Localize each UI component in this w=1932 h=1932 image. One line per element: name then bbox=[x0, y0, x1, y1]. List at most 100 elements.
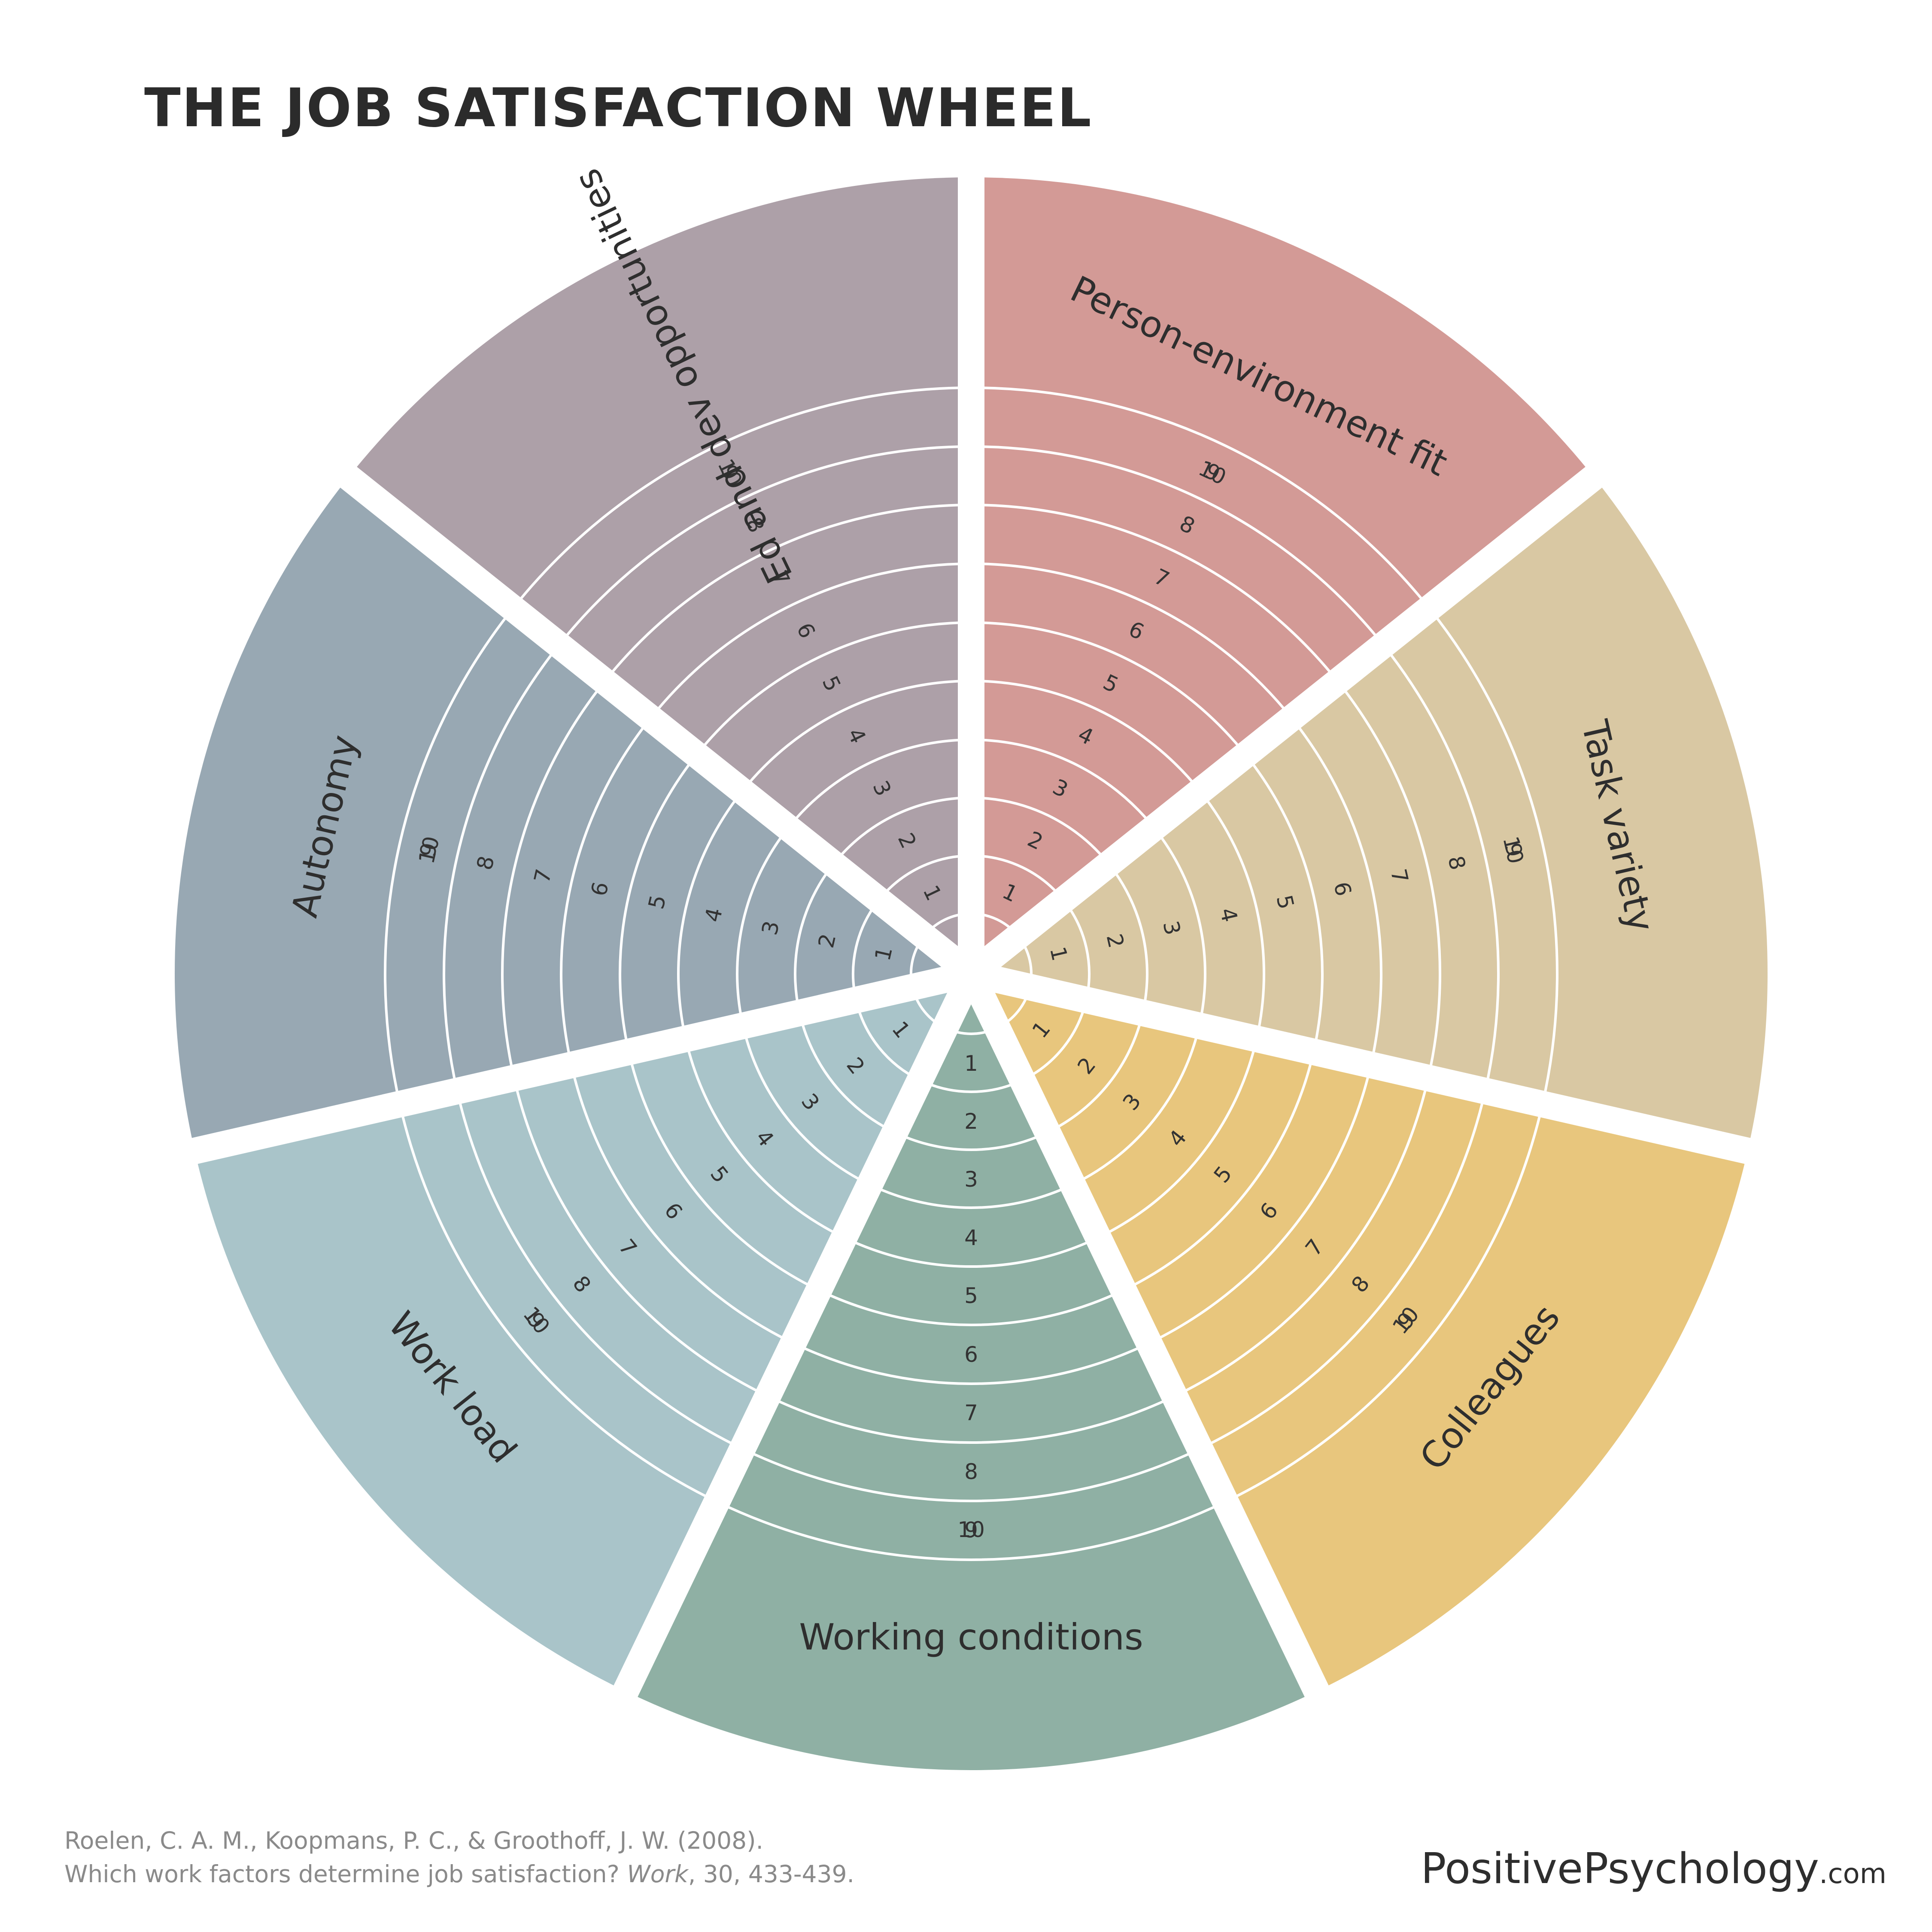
level-ring bbox=[627, 1051, 820, 1291]
level-ring bbox=[1047, 1012, 1144, 1134]
level-ring bbox=[650, 562, 972, 719]
level-ring bbox=[767, 1395, 1176, 1444]
level-number: 5 bbox=[964, 1283, 978, 1308]
level-ring bbox=[843, 1236, 1099, 1268]
segment-working-conditions bbox=[626, 974, 1317, 1771]
level-ring bbox=[619, 754, 698, 1052]
level-ring bbox=[1123, 1051, 1315, 1291]
level-ring bbox=[1337, 680, 1442, 1078]
level-ring bbox=[570, 1064, 794, 1345]
level-ring bbox=[854, 999, 921, 1081]
level-ring bbox=[971, 562, 1293, 719]
citation-text: Which work factors determine job satisfa… bbox=[64, 1860, 627, 1888]
level-ring bbox=[677, 790, 744, 1039]
level-ring bbox=[736, 827, 790, 1026]
level-number: 9 bbox=[964, 1518, 978, 1543]
level-ring bbox=[1174, 1078, 1430, 1397]
level-ring bbox=[971, 738, 1155, 829]
level-number: 1 bbox=[964, 1051, 978, 1076]
level-ring bbox=[560, 717, 652, 1066]
level-ring bbox=[894, 1131, 1048, 1151]
level-number: 10 bbox=[414, 834, 444, 866]
level-ring bbox=[716, 1501, 1226, 1561]
level-ring bbox=[919, 1079, 1023, 1094]
level-ring bbox=[971, 854, 1065, 901]
level-number: 8 bbox=[964, 1459, 978, 1484]
level-ring bbox=[1153, 827, 1206, 1026]
level-ring bbox=[603, 504, 972, 682]
level-ring bbox=[1072, 1025, 1201, 1186]
segment-gap bbox=[963, 450, 1622, 984]
level-ring bbox=[1108, 863, 1148, 1013]
segment-person-environment-fit bbox=[971, 177, 1594, 974]
segment-label-working-conditions: Working conditions bbox=[799, 1616, 1143, 1658]
level-ring bbox=[1291, 717, 1382, 1066]
level-ring bbox=[1245, 754, 1324, 1052]
level-ring bbox=[558, 445, 972, 646]
level-ring bbox=[513, 1078, 769, 1397]
segment-work-load bbox=[194, 974, 971, 1692]
level-ring bbox=[1148, 1064, 1373, 1345]
level-ring bbox=[971, 796, 1110, 865]
level-ring bbox=[971, 445, 1385, 646]
citation-details: , 30, 433-439. bbox=[688, 1860, 855, 1888]
segment-gap bbox=[959, 968, 1340, 1720]
level-ring bbox=[878, 854, 972, 901]
segment-ed-and-dev-opportunities bbox=[348, 177, 972, 974]
level-ring bbox=[1199, 790, 1265, 1039]
level-ring bbox=[793, 1342, 1150, 1385]
brand-suffix: .com bbox=[1819, 1858, 1886, 1890]
segment-gap bbox=[602, 968, 983, 1720]
level-ring bbox=[971, 504, 1339, 682]
level-ring bbox=[1428, 608, 1559, 1105]
level-ring bbox=[1224, 1104, 1544, 1503]
level-ring bbox=[456, 1091, 743, 1450]
citation-line-2: Which work factors determine job satisfa… bbox=[64, 1857, 854, 1891]
citation: Roelen, C. A. M., Koopmans, P. C., & Gro… bbox=[64, 1824, 854, 1891]
level-number: 10 bbox=[1498, 834, 1528, 866]
segment-gap bbox=[167, 960, 974, 1170]
segment-autonomy bbox=[174, 477, 972, 1151]
brand-logo: PositivePsychology.com bbox=[1421, 1844, 1886, 1893]
level-number: 2 bbox=[964, 1109, 978, 1134]
level-ring bbox=[787, 738, 972, 829]
level-ring bbox=[1062, 899, 1091, 1000]
level-number: 10 bbox=[957, 1517, 985, 1542]
brand-name: PositivePsychology bbox=[1421, 1844, 1819, 1893]
segment-gap bbox=[968, 960, 1776, 1170]
level-ring bbox=[798, 1012, 896, 1134]
level-number: 4 bbox=[964, 1225, 978, 1250]
citation-line-1: Roelen, C. A. M., Koopmans, P. C., & Gro… bbox=[64, 1827, 764, 1854]
level-ring bbox=[1382, 644, 1500, 1091]
segment-colleagues bbox=[971, 974, 1748, 1692]
level-ring bbox=[684, 1039, 845, 1239]
segment-task-variety bbox=[971, 477, 1768, 1151]
level-ring bbox=[512, 386, 972, 609]
level-ring bbox=[832, 796, 972, 865]
level-ring bbox=[869, 1183, 1073, 1209]
level-number: 6 bbox=[964, 1342, 978, 1367]
level-ring bbox=[501, 680, 606, 1078]
level-ring bbox=[383, 608, 514, 1105]
level-ring bbox=[1021, 999, 1088, 1081]
level-ring bbox=[398, 1104, 718, 1503]
citation-journal: Work bbox=[627, 1860, 688, 1888]
level-ring bbox=[852, 899, 880, 1000]
level-number: 3 bbox=[964, 1167, 978, 1192]
segment-gap bbox=[320, 450, 980, 984]
level-ring bbox=[443, 644, 560, 1091]
level-number: 7 bbox=[964, 1400, 978, 1425]
page-title: THE JOB SATISFACTION WHEEL bbox=[144, 77, 1093, 139]
level-ring bbox=[696, 621, 972, 756]
level-ring bbox=[794, 863, 835, 1013]
level-ring bbox=[741, 1025, 870, 1186]
level-ring bbox=[741, 680, 972, 792]
level-ring bbox=[818, 1289, 1124, 1326]
level-ring bbox=[1097, 1039, 1258, 1239]
level-ring bbox=[971, 680, 1201, 792]
level-ring bbox=[971, 386, 1431, 609]
level-ring bbox=[741, 1447, 1201, 1503]
level-ring bbox=[971, 621, 1247, 756]
level-ring bbox=[1199, 1091, 1487, 1450]
